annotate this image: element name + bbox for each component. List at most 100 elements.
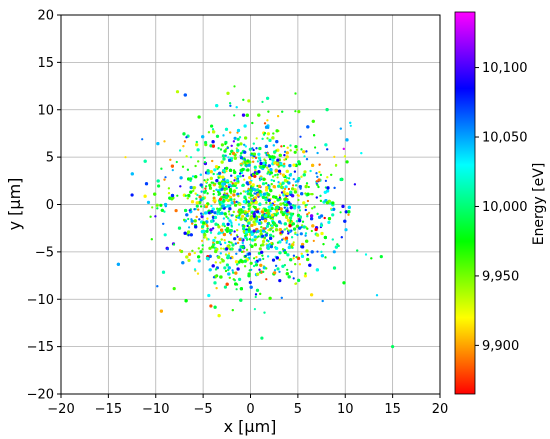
data-point [146, 200, 151, 204]
data-point [241, 241, 244, 244]
data-point [303, 274, 307, 278]
data-point [294, 145, 298, 149]
data-point [224, 127, 229, 131]
data-point [322, 243, 325, 246]
data-point [222, 134, 225, 137]
data-point [305, 239, 309, 243]
data-point [160, 208, 164, 212]
data-point [191, 175, 195, 178]
data-point [185, 213, 189, 217]
data-point [275, 214, 278, 217]
y-tick-label: 5 [46, 151, 54, 166]
data-point [268, 138, 272, 142]
data-point [281, 212, 285, 217]
data-point [252, 142, 255, 145]
data-point [264, 233, 268, 237]
data-point [289, 219, 292, 222]
data-point [293, 190, 297, 194]
data-point [215, 240, 219, 244]
data-point [261, 137, 264, 140]
data-point [292, 254, 295, 257]
data-point [237, 180, 240, 183]
data-point [275, 140, 279, 144]
data-point [163, 140, 166, 143]
data-point [310, 293, 314, 297]
x-tick-label: 5 [294, 402, 302, 417]
data-point [278, 194, 281, 197]
data-point [277, 115, 280, 118]
data-point [332, 266, 337, 270]
data-point [276, 198, 280, 202]
data-point [267, 164, 271, 168]
data-point [222, 217, 225, 220]
data-point [183, 140, 186, 143]
data-point [268, 296, 272, 300]
data-point [232, 278, 235, 281]
data-point [264, 125, 269, 129]
data-point [195, 215, 198, 218]
data-point [214, 249, 218, 254]
data-point [297, 110, 301, 114]
data-point [201, 225, 205, 229]
data-point [241, 167, 245, 172]
data-point [224, 196, 228, 200]
data-point [301, 245, 305, 249]
data-point [198, 200, 202, 205]
data-point [259, 292, 262, 295]
data-point [243, 206, 246, 209]
data-point [239, 172, 242, 175]
data-point [302, 201, 306, 205]
data-point [250, 232, 254, 236]
data-point [292, 178, 295, 181]
data-point [304, 204, 307, 207]
data-point [223, 192, 226, 195]
data-point [185, 136, 188, 139]
data-point [203, 156, 206, 159]
data-point [220, 187, 224, 191]
data-point [240, 210, 244, 214]
data-point [217, 192, 222, 196]
data-point [221, 259, 225, 263]
y-tick-label: 0 [46, 198, 54, 213]
data-point [303, 170, 307, 174]
data-point [260, 250, 264, 254]
data-point [203, 233, 207, 237]
data-point [331, 213, 335, 217]
data-point [214, 222, 218, 226]
data-point [297, 278, 301, 282]
data-point [263, 133, 266, 136]
data-point [228, 229, 232, 233]
data-point [233, 85, 236, 88]
data-point [287, 245, 291, 250]
data-point [163, 233, 167, 237]
data-point [297, 205, 301, 209]
data-point [170, 193, 175, 198]
data-point [321, 299, 324, 303]
data-point [345, 160, 349, 164]
data-point [266, 222, 269, 225]
data-point [236, 192, 240, 196]
data-point [283, 250, 287, 255]
data-point [251, 198, 254, 201]
data-point [302, 225, 306, 229]
data-point [262, 165, 266, 169]
data-point [285, 151, 289, 155]
data-point [281, 110, 284, 113]
data-point [237, 241, 240, 244]
data-point [189, 185, 193, 190]
data-point [261, 195, 265, 199]
data-point [228, 241, 231, 244]
data-point [229, 232, 232, 235]
scatter-points [116, 85, 395, 349]
data-point [205, 256, 209, 260]
data-point [209, 228, 213, 232]
data-point [243, 143, 246, 146]
data-point [287, 201, 291, 205]
data-point [213, 215, 218, 220]
data-point [200, 215, 204, 219]
data-point [285, 215, 289, 219]
x-tick-label: −10 [142, 402, 169, 417]
y-tick-label: 15 [37, 56, 54, 71]
data-point [181, 165, 185, 168]
data-point [294, 180, 297, 183]
